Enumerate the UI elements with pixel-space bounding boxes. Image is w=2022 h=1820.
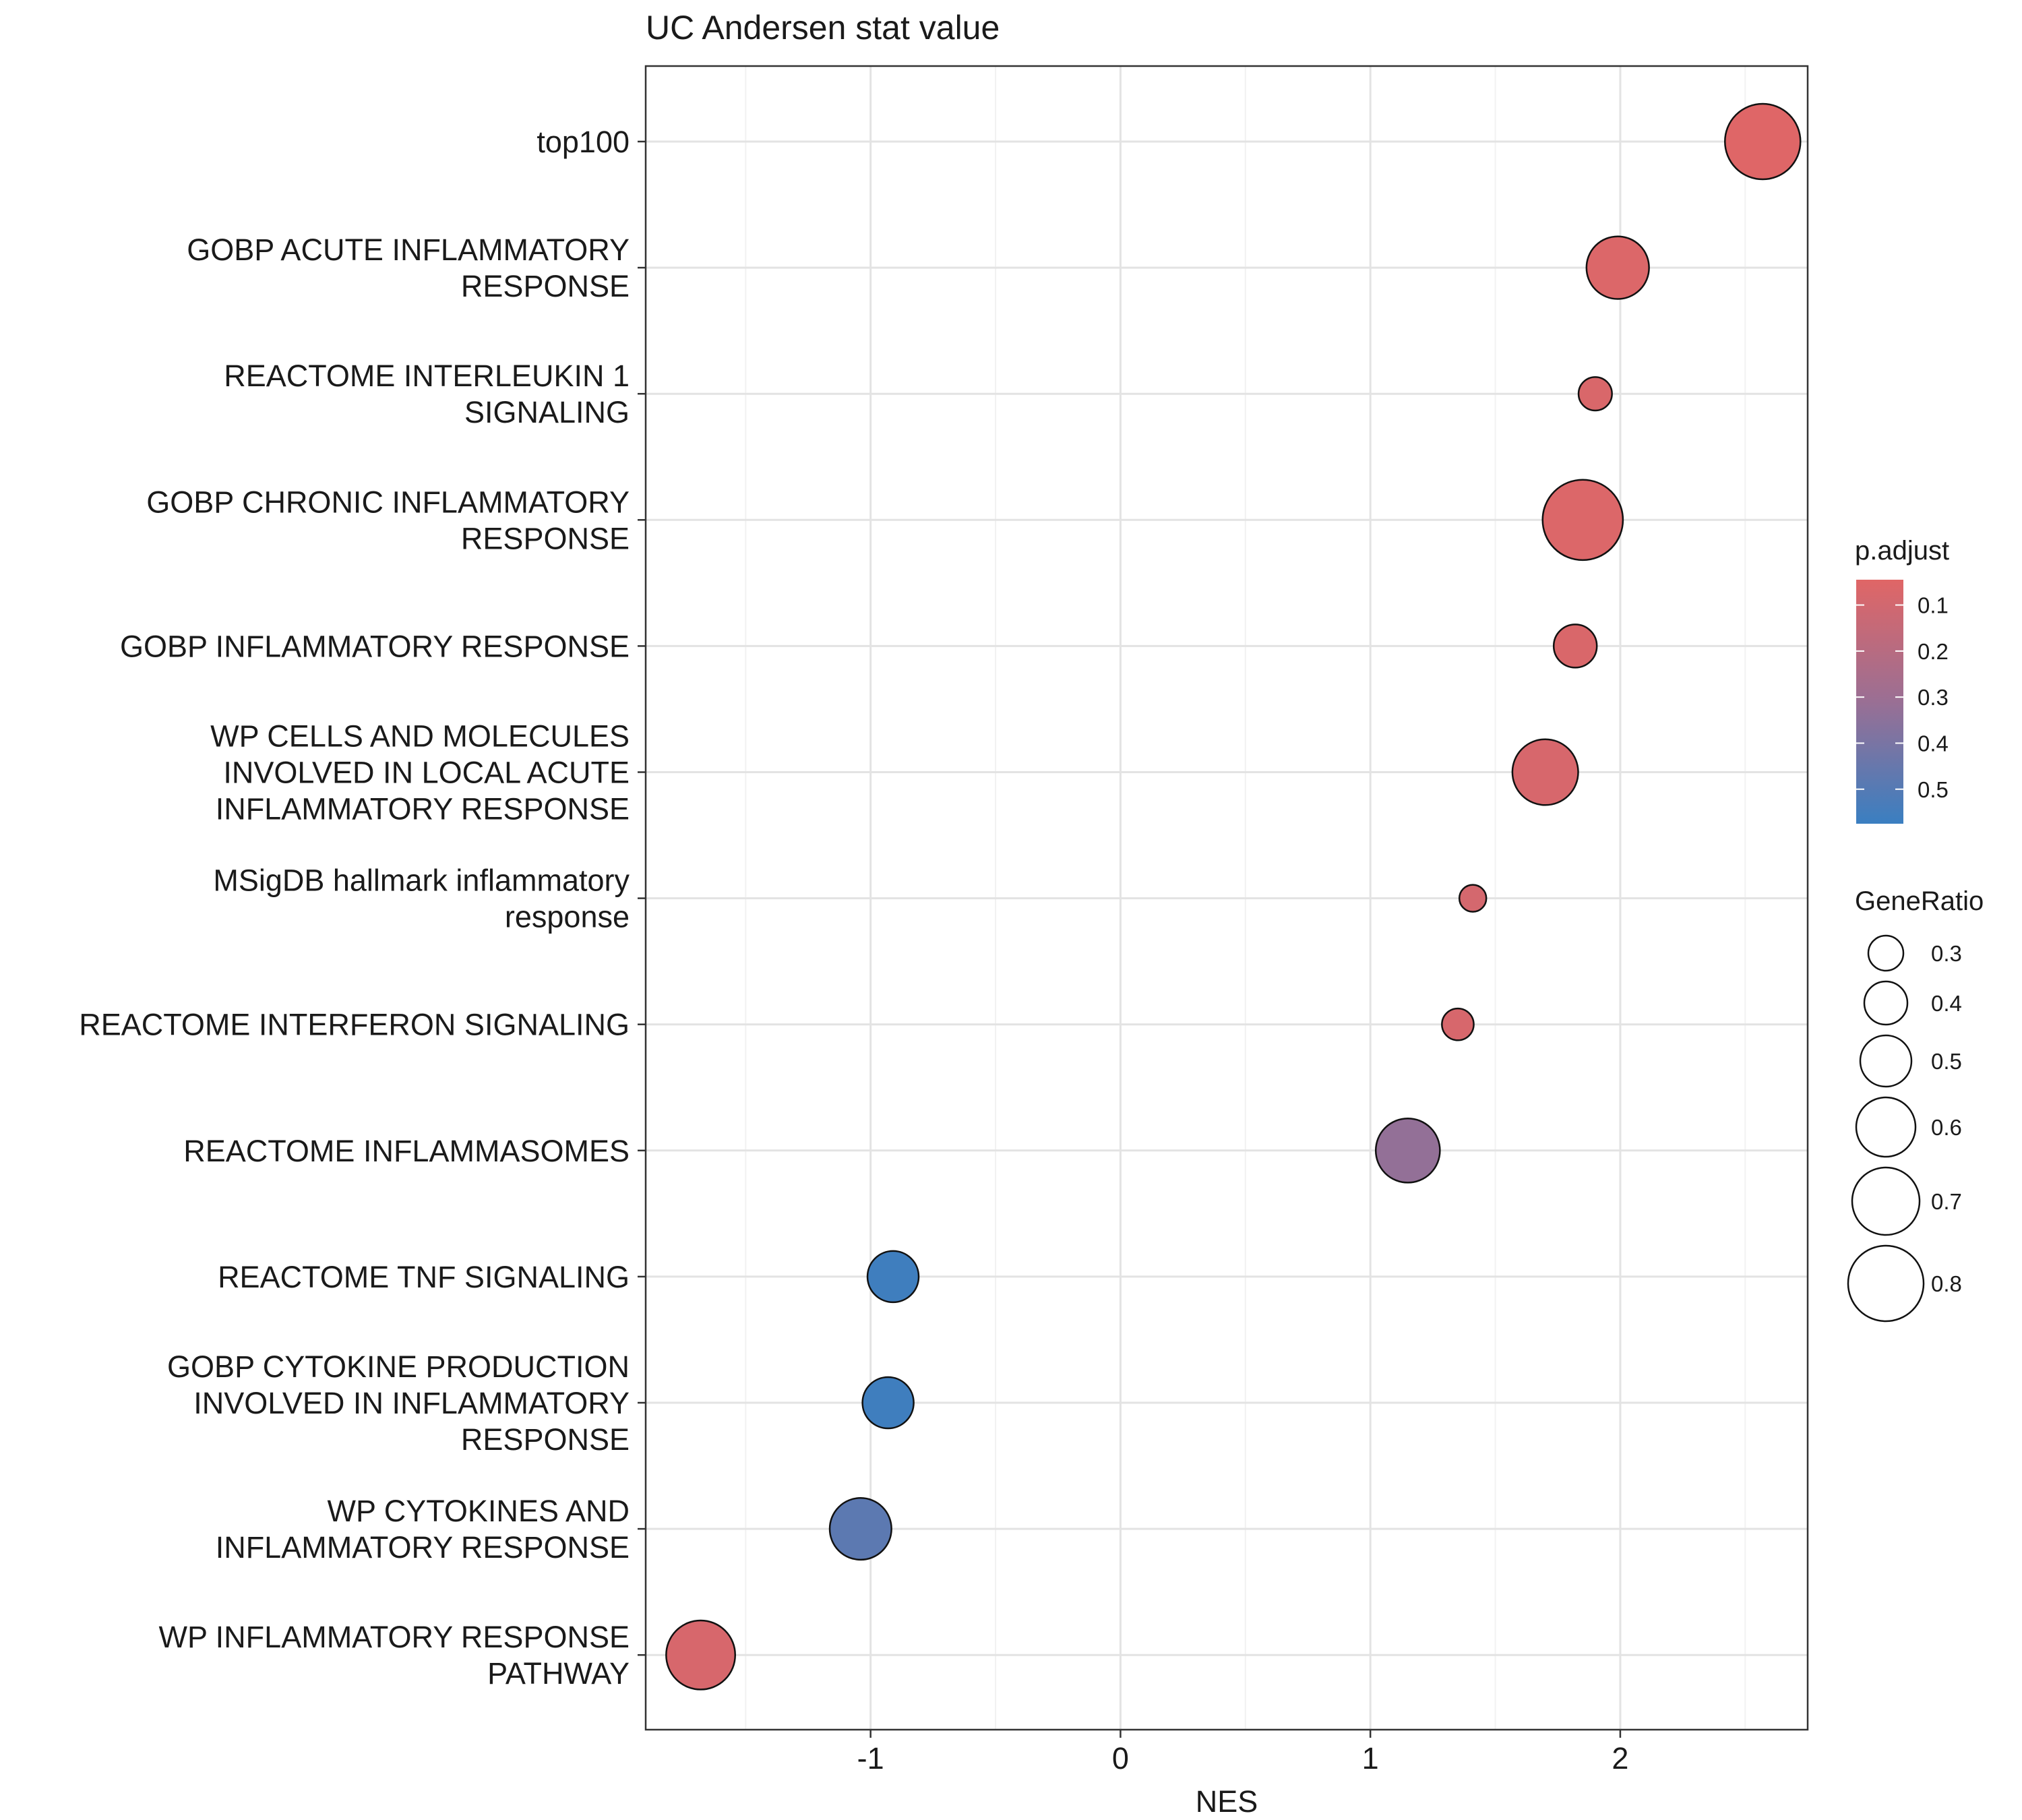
data-point [665,1619,737,1691]
y-tick-label: REACTOME TNF SIGNALING [218,1260,630,1294]
data-point [1585,235,1650,300]
size-legend-key [1859,1034,1913,1088]
y-tick-label: RESPONSE [461,269,630,303]
y-tick-label: response [505,900,630,934]
x-tick-label: 1 [1362,1741,1379,1776]
size-legend-key [1847,1244,1925,1323]
y-tick-label: INFLAMMATORY RESPONSE [216,792,630,826]
data-point [828,1497,892,1561]
data-point [1374,1117,1441,1184]
y-tick-label: WP CELLS AND MOLECULES [210,719,630,754]
y-tick-label: REACTOME INTERFERON SIGNALING [79,1008,630,1042]
y-tick-label: WP INFLAMMATORY RESPONSE [159,1620,630,1654]
x-axis: -1 0 1 2 [857,1730,1628,1776]
color-legend-label: 0.5 [1918,777,1949,802]
color-legend-label: 0.3 [1918,685,1949,710]
y-tick-label: INVOLVED IN INFLAMMATORY [193,1386,630,1420]
y-tick-label: INFLAMMATORY RESPONSE [216,1530,630,1565]
size-legend-label: 0.3 [1931,941,1962,966]
size-legend-key [1863,980,1909,1026]
y-tick-label: REACTOME INFLAMMASOMES [183,1134,630,1168]
size-legend-label: 0.4 [1931,991,1962,1016]
x-tick-label: -1 [857,1741,884,1776]
chart-title: UC Andersen stat value [646,9,1000,47]
data-point [1441,1007,1475,1041]
size-legend-label: 0.7 [1931,1189,1962,1214]
color-legend: p.adjust 0.1 0.2 0.3 0.4 0.5 [1855,536,1949,824]
grid [646,66,1808,1730]
y-tick-label: GOBP ACUTE INFLAMMATORY [187,233,630,267]
y-tick-label: GOBP CYTOKINE PRODUCTION [167,1349,630,1384]
data-point [1724,102,1802,181]
y-tick-label: SIGNALING [464,395,630,429]
y-tick-label: WP CYTOKINES AND [328,1494,630,1528]
data-point [861,1376,915,1430]
size-legend-label: 0.8 [1931,1271,1962,1296]
x-tick-label: 2 [1612,1741,1628,1776]
y-tick-label: RESPONSE [461,521,630,555]
size-legend-key [1867,934,1905,972]
data-point [1552,624,1598,669]
size-legend-label: 0.6 [1931,1115,1962,1140]
size-legend-title: GeneRatio [1855,886,1984,916]
y-tick-label: INVOLVED IN LOCAL ACUTE [223,756,630,790]
color-legend-label: 0.1 [1918,593,1949,618]
size-legend-key [1851,1166,1921,1236]
data-point [866,1250,920,1304]
data-point [1541,479,1624,562]
color-legend-label: 0.4 [1918,731,1949,756]
y-tick-label: MSigDB hallmark inflammatory [213,863,630,898]
x-tick-label: 0 [1112,1741,1129,1776]
y-tick-label: RESPONSE [461,1422,630,1457]
size-legend-key [1855,1096,1917,1158]
y-tick-label: top100 [537,125,630,159]
color-legend-title: p.adjust [1855,536,1949,566]
x-axis-title: NES [1196,1784,1258,1819]
y-tick-label: PATHWAY [487,1656,630,1691]
size-legend: GeneRatio 0.3 0.4 0.5 0.6 0.7 0.8 [1847,886,1984,1323]
data-point [1511,738,1579,806]
y-tick-label: GOBP CHRONIC INFLAMMATORY [146,485,630,519]
size-legend-label: 0.5 [1931,1049,1962,1074]
data-point [1577,376,1613,412]
data-points [665,102,1802,1691]
color-legend-label: 0.2 [1918,639,1949,664]
color-legend-bar [1856,580,1903,824]
data-point [1458,884,1488,913]
y-tick-label: GOBP INFLAMMATORY RESPONSE [120,629,630,663]
y-tick-label: REACTOME INTERLEUKIN 1 [224,359,630,393]
